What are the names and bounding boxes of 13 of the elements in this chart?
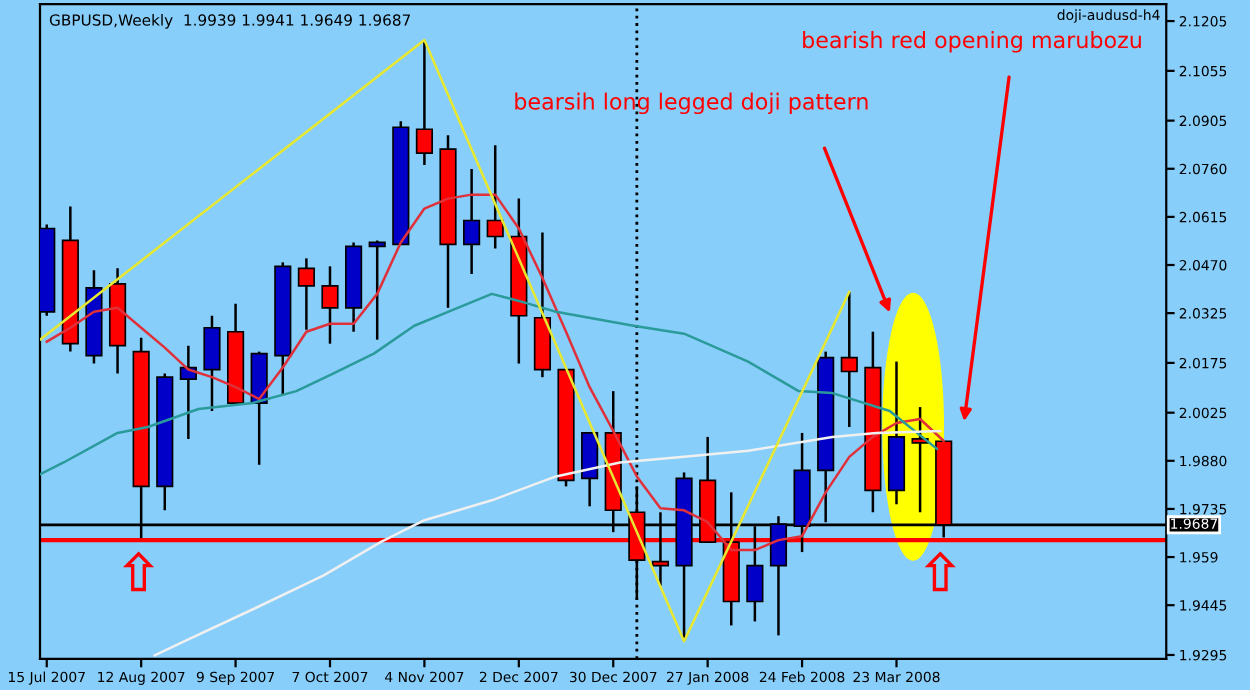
annotation: bearish red opening marubozu [803, 31, 1141, 53]
candlestick [415, 38, 433, 167]
annotation: bearsih long legged doji pattern [515, 92, 868, 115]
line-series [40, 292, 939, 476]
candlestick [840, 290, 858, 429]
candlestick [203, 314, 221, 413]
candlestick [321, 265, 339, 345]
candlestick [486, 143, 504, 250]
candlestick [297, 257, 315, 331]
line-series [153, 429, 942, 657]
candlestick [368, 239, 386, 341]
candlestick [581, 431, 599, 508]
candlestick [463, 167, 481, 276]
